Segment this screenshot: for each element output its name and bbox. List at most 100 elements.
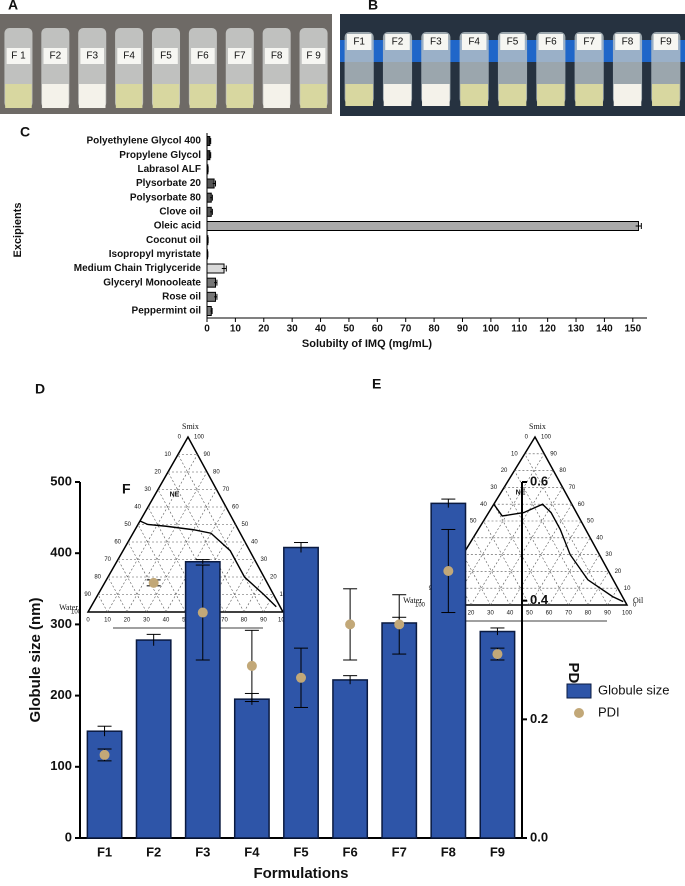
right-tick-label: 50 [587,519,594,525]
vial-label: F8 [622,37,634,48]
bar [233,698,270,839]
bar [479,630,516,839]
left-tick-label: 60 [114,540,121,546]
grid-line [146,489,217,613]
vial-label: F7 [234,51,246,62]
left-tick-label: 50 [124,522,131,528]
left-tick-label: 80 [94,575,101,581]
bottom-tick-label: 30 [487,611,494,617]
bar [381,622,418,839]
x-tick-label: 110 [511,324,528,335]
boundary [139,520,277,608]
x-tick-label: F8 [441,844,456,859]
left-tick-label: 10 [164,452,171,458]
right-tick-label: 20 [615,569,622,575]
point [197,607,208,618]
panel-label: A [8,0,18,13]
legend-swatch [566,683,592,699]
bottom-tick-label: 80 [241,618,248,624]
vial-liquid [345,84,373,106]
x-tick-label: 150 [624,324,641,335]
grid-line [548,537,591,606]
right-tick-label: 50 [242,522,249,528]
vial-label: F3 [86,51,98,62]
vial-liquid [652,84,680,106]
grid-line [524,453,608,606]
right-tick-label: 0 [633,603,637,609]
panel-label: F [122,481,131,497]
right-tick-label: 90 [550,451,557,457]
right-tick-label: 60 [232,505,239,511]
x-tick-label: F5 [293,844,308,859]
vial-liquid [152,84,180,108]
left-tick-label: 20 [154,470,161,476]
vial-label-bg [538,34,564,50]
left-tick-label: 40 [480,502,487,508]
y-tick-label: Rose oil [162,291,201,302]
x-tick-label: 100 [483,324,500,335]
left-label: Water [403,596,422,605]
vial-label-bg [80,48,105,64]
point [394,619,405,630]
vial-label-bg [191,48,215,64]
left-tick-label: 100 [71,610,82,616]
vial-label: F3 [430,37,442,48]
vial-label-bg [500,34,525,50]
grid-line [107,454,198,613]
vial-liquid [78,84,106,108]
grid-line [243,576,265,613]
grid-line [97,594,108,613]
y-tick-label: Coconut oil [146,235,201,246]
y2-axis-title: PDI [565,662,582,687]
right-tick-label: 40 [251,540,258,546]
y-tick-label: Polysorbate 80 [130,192,202,203]
grid-line [514,470,589,606]
legend-label: Globule size [598,682,670,697]
vial-label-bg [461,34,487,50]
y-axis-title: Excipients [12,202,24,257]
vial-label: F5 [160,51,172,62]
right-label: Oil [633,596,644,605]
x-tick-label: 70 [400,324,412,335]
vial-label-bg [117,48,141,64]
right-tick-label: 30 [261,557,268,563]
x-tick-label: 90 [457,324,469,335]
vial-liquid [383,84,412,106]
x-tick-label: 40 [315,324,327,335]
point [443,566,454,576]
y-tick-label: 100 [50,758,72,773]
region-label: NE [516,489,526,496]
boundary [493,503,624,603]
grid-line [157,489,225,613]
y-tick-label: 200 [50,687,72,702]
point [296,672,306,683]
bottom-tick-label: 70 [565,611,572,617]
right-tick-label: 70 [223,487,230,493]
y-axis-title: Globule size (nm) [27,597,44,722]
bottom-tick-label: 30 [143,618,150,624]
vial-label: F2 [49,51,61,62]
vial-label: F2 [392,37,404,48]
bottom-tick-label: 70 [221,618,228,624]
x-tick-label: 80 [429,324,441,335]
grid-line [490,487,563,606]
vial-label-bg [423,34,449,50]
vial-label: F 1 [11,51,26,62]
grid-line [529,520,582,606]
vial-liquid [537,84,565,106]
vial-label: F4 [123,51,135,62]
point [99,749,110,760]
right-tick-label: 30 [605,552,612,558]
point [492,649,503,660]
bar [135,639,172,839]
legend-label: PDI [598,704,620,719]
left-tick-label: 90 [84,592,91,598]
vial-label: F5 [507,37,519,48]
vial-liquid [115,84,143,108]
left-tick-label: 70 [104,557,111,563]
y-tick-label: Polyethylene Glycol 400 [87,136,202,147]
vial-label: F4 [468,37,480,48]
panel-label: D [35,381,45,397]
y-tick-label: 500 [50,473,72,488]
